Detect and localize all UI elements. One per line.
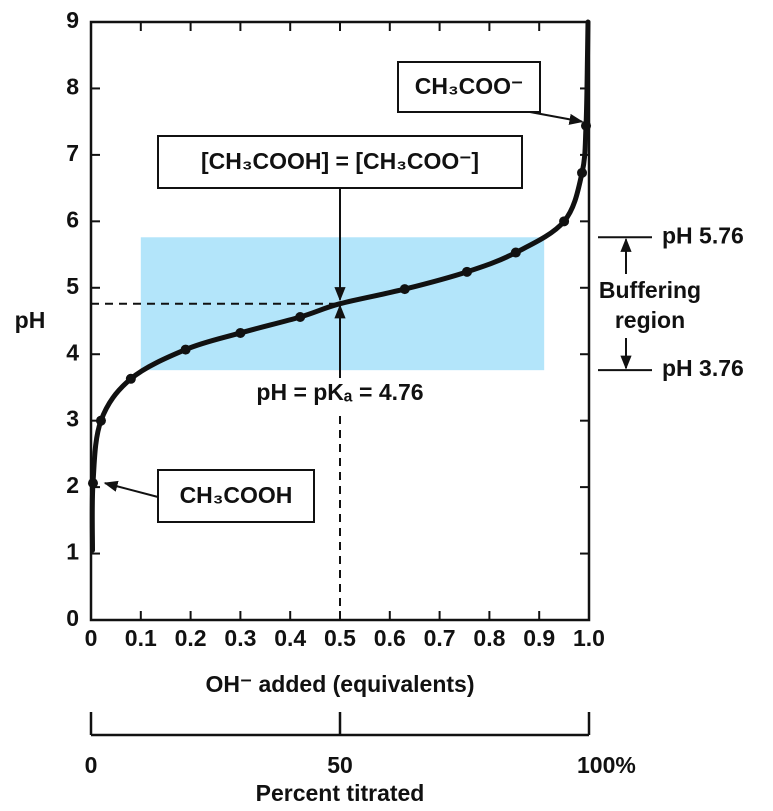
data-point (577, 167, 588, 178)
x2-axis-label: Percent titrated (256, 780, 425, 806)
data-point (180, 344, 191, 355)
x-tick-label: 0.3 (224, 625, 256, 651)
y-tick-label: 7 (66, 140, 79, 166)
data-point (461, 266, 472, 277)
annotation-box (397, 61, 541, 113)
buffer-label: region (615, 307, 685, 333)
x-tick-label: 0.5 (324, 625, 356, 651)
buffer-bottom-label: pH 3.76 (662, 355, 744, 381)
y-axis-label: pH (15, 307, 46, 333)
data-point (559, 216, 570, 227)
x2-tick-label: 50 (327, 752, 353, 778)
data-point (399, 284, 410, 295)
annotation-box (157, 469, 315, 523)
x-tick-label: 0 (85, 625, 98, 651)
y-tick-label: 0 (66, 605, 79, 631)
buffer-label: Buffering (599, 277, 701, 303)
y-tick-label: 8 (66, 74, 79, 100)
x-axis-label: OH⁻ added (equivalents) (205, 671, 474, 697)
midpoint-box-label: [CH₃COOH] = [CH₃COO⁻] (201, 148, 479, 174)
data-point (125, 373, 136, 384)
x-tick-label: 0.8 (473, 625, 505, 651)
annotation-arrow (103, 480, 159, 498)
y-tick-label: 5 (66, 273, 79, 299)
x-tick-label: 0.1 (125, 625, 157, 651)
y-tick-label: 2 (66, 472, 79, 498)
annotation: CH₃COOH (180, 482, 293, 508)
data-point (581, 120, 592, 131)
x-tick-label: 0.6 (374, 625, 406, 651)
x-tick-label: 1.0 (573, 625, 605, 651)
data-point (235, 327, 246, 338)
buffer-top-label: pH 5.76 (662, 222, 744, 248)
y-tick-label: 6 (66, 206, 79, 232)
x-tick-label: 0.9 (523, 625, 555, 651)
x-tick-label: 0.7 (424, 625, 456, 651)
data-point (295, 312, 306, 323)
data-point (87, 478, 98, 489)
x-tick-label: 0.4 (274, 625, 306, 651)
midpoint-box (157, 135, 523, 189)
y-tick-label: 1 (66, 539, 79, 565)
x2-tick-label: 100% (577, 752, 636, 778)
x2-tick-label: 0 (85, 752, 98, 778)
y-tick-label: 9 (66, 7, 79, 33)
annotation: CH₃COO⁻ (415, 73, 523, 99)
data-point (510, 247, 521, 258)
x-tick-label: 0.2 (175, 625, 207, 651)
y-tick-label: 4 (66, 339, 79, 365)
data-point (95, 415, 106, 426)
annotation-arrow (529, 111, 584, 125)
y-tick-label: 3 (66, 406, 79, 432)
midpoint-label: pH = pKₐ = 4.76 (256, 379, 423, 405)
titration-curve (89, 19, 591, 553)
